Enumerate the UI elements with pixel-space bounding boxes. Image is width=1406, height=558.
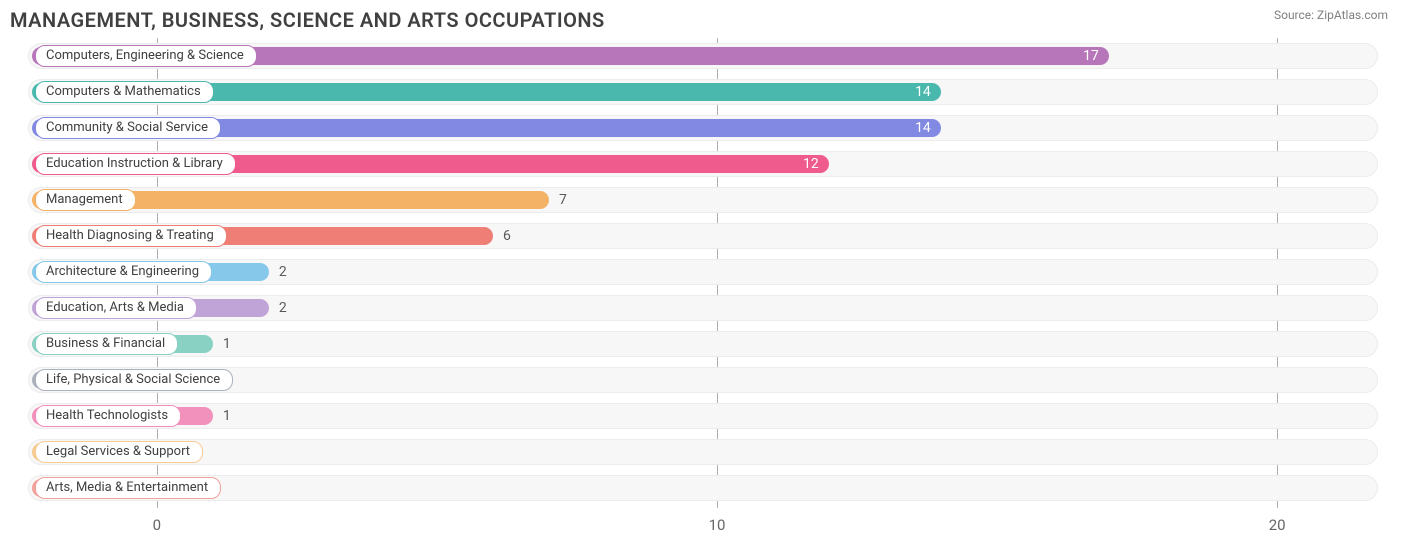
bar-row: Legal Services & Support0 [28,434,1378,470]
bar-row: Management 7 [28,182,1378,218]
x-axis-tick-label: 0 [153,516,161,534]
bar-track [28,475,1378,501]
bar-value: 6 [503,228,511,244]
bar-value: 1 [223,408,231,424]
bar-label: Arts, Media & Entertainment [35,477,221,499]
bar-track [28,439,1378,465]
bar-label: Legal Services & Support [35,441,203,463]
bar-value: 1 [223,336,231,352]
bar-row: Education Instruction & Library 12 [28,146,1378,182]
bar-row: Health Diagnosing & Treating 6 [28,218,1378,254]
bar-label: Architecture & Engineering [35,261,212,283]
bar-row: Health Technologists 1 [28,398,1378,434]
bar-row: Life, Physical & Social Science1 [28,362,1378,398]
bar-label: Health Technologists [35,405,181,427]
chart-title: MANAGEMENT, BUSINESS, SCIENCE AND ARTS O… [10,8,1396,32]
bar-label: Computers, Engineering & Science [35,45,257,67]
source-name: ZipAtlas.com [1317,8,1388,22]
bar-label: Life, Physical & Social Science [35,369,233,391]
bar-label: Health Diagnosing & Treating [35,225,227,247]
bar-label: Computers & Mathematics [35,81,214,103]
bar-value: 7 [559,192,567,208]
chart-container: MANAGEMENT, BUSINESS, SCIENCE AND ARTS O… [0,0,1406,558]
bar-value: 14 [915,84,931,100]
bar-value: 14 [915,120,931,136]
bar-value: 2 [279,264,287,280]
bar-row: Community & Social Service 14 [28,110,1378,146]
bar-row: Arts, Media & Entertainment0 [28,470,1378,506]
bar-label: Education Instruction & Library [35,153,236,175]
bar-row: Computers & Mathematics 14 [28,74,1378,110]
x-axis-tick-label: 20 [1269,516,1286,534]
bar-value: 2 [279,300,287,316]
bar-row: Architecture & Engineering 2 [28,254,1378,290]
bar-value: 12 [803,156,819,172]
bar-label: Management [35,189,136,211]
bar-label: Education, Arts & Media [35,297,197,319]
x-axis-tick-label: 10 [709,516,726,534]
chart-source: Source: ZipAtlas.com [1274,8,1388,22]
bar-value: 17 [1083,48,1099,64]
bar-row: Education, Arts & Media 2 [28,290,1378,326]
source-prefix: Source: [1274,8,1317,22]
bars-wrap: Computers, Engineering & Science17Comput… [28,38,1378,506]
plot-area: 01020Computers, Engineering & Science17C… [28,38,1378,508]
bar-label: Community & Social Service [35,117,221,139]
bar-row: Computers, Engineering & Science 17 [28,38,1378,74]
bar-row: Business & Financial 1 [28,326,1378,362]
bar-label: Business & Financial [35,333,178,355]
chart-area: 01020Computers, Engineering & Science17C… [10,38,1396,538]
